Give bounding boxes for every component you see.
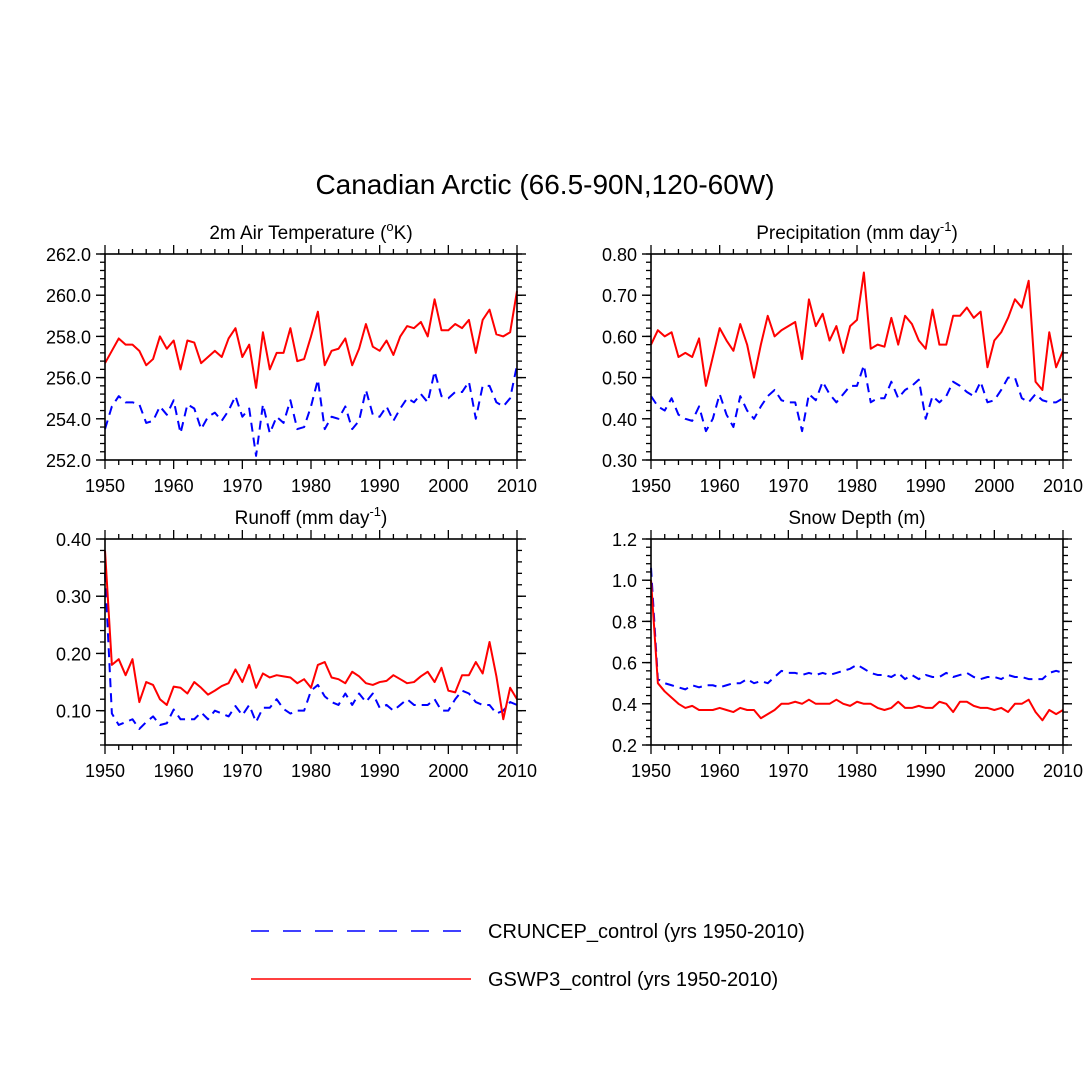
x-tick-label: 1950 — [631, 476, 671, 496]
y-tick-label: 1.2 — [612, 530, 637, 550]
series-line-cruncep — [104, 365, 518, 457]
y-tick-label: 0.4 — [612, 695, 637, 715]
y-tick-label: 0.30 — [602, 451, 637, 471]
x-tick-label: 1950 — [85, 476, 125, 496]
y-tick-label: 0.20 — [56, 644, 91, 664]
y-tick-label: 0.8 — [612, 612, 637, 632]
x-tick-label: 1990 — [906, 761, 946, 781]
series-line-gswp3 — [104, 550, 518, 721]
series-line-gswp3 — [650, 580, 1064, 722]
series-line-gswp3 — [104, 290, 518, 389]
panel-title: Snow Depth (m) — [788, 508, 925, 529]
x-tick-label: 1980 — [291, 761, 331, 781]
panel-temp: 1950 1960 1970 1980 1990 2000 2010 252.0 254.0 25… — [46, 219, 537, 496]
panel-title: 2m Air Temperature (oK) — [209, 219, 412, 244]
y-tick-label: 0.40 — [56, 530, 91, 550]
y-tick-label: 256.0 — [46, 369, 91, 389]
series-line-cruncep — [104, 573, 518, 730]
y-tick-label: 0.50 — [602, 369, 637, 389]
series-line-cruncep — [650, 567, 1064, 691]
series-line-cruncep — [650, 364, 1064, 433]
plot-frame — [104, 538, 518, 746]
figure-title: Canadian Arctic (66.5-90N,120-60W) — [315, 169, 774, 200]
x-tick-label: 1950 — [631, 761, 671, 781]
x-tick-label: 1970 — [768, 476, 808, 496]
y-tick-label: 0.60 — [602, 327, 637, 347]
x-tick-label: 1970 — [222, 761, 262, 781]
legend: CRUNCEP_control (yrs 1950-2010) GSWP3_co… — [251, 921, 805, 991]
y-tick-label: 0.70 — [602, 286, 637, 306]
x-tick-label: 2010 — [1043, 476, 1083, 496]
y-tick-label: 0.10 — [56, 702, 91, 722]
x-tick-label: 1960 — [700, 476, 740, 496]
panel-runoff: 1950 1960 1970 1980 1990 2000 2010 0.10 0.20 0.30… — [56, 504, 537, 781]
x-tick-label: 2000 — [428, 761, 468, 781]
x-tick-label: 1990 — [360, 761, 400, 781]
y-tick-label: 258.0 — [46, 327, 91, 347]
x-tick-label: 2010 — [497, 476, 537, 496]
y-tick-label: 262.0 — [46, 245, 91, 265]
x-tick-label: 2000 — [974, 761, 1014, 781]
y-tick-label: 260.0 — [46, 286, 91, 306]
y-tick-label: 254.0 — [46, 410, 91, 430]
x-tick-label: 1960 — [700, 761, 740, 781]
plot-frame — [650, 538, 1064, 746]
plot-frame — [104, 253, 518, 461]
panels: 1950 1960 1970 1980 1990 2000 2010 252.0 254.0 25… — [46, 219, 1083, 781]
x-tick-label: 1980 — [291, 476, 331, 496]
x-tick-label: 2000 — [428, 476, 468, 496]
panel-title: Runoff (mm day-1) — [235, 504, 388, 529]
y-tick-label: 0.2 — [612, 736, 637, 756]
y-tick-label: 0.40 — [602, 410, 637, 430]
y-tick-label: 1.0 — [612, 571, 637, 591]
legend-label-gswp3: GSWP3_control (yrs 1950-2010) — [488, 969, 778, 991]
y-tick-label: 0.80 — [602, 245, 637, 265]
x-tick-label: 1980 — [837, 476, 877, 496]
legend-label-cruncep: CRUNCEP_control (yrs 1950-2010) — [488, 921, 805, 943]
x-tick-label: 1950 — [85, 761, 125, 781]
x-tick-label: 1970 — [768, 761, 808, 781]
panel-precip: 1950 1960 1970 1980 1990 2000 2010 0.30 0.40 0.50… — [602, 219, 1083, 496]
x-tick-label: 1960 — [154, 761, 194, 781]
y-tick-label: 0.6 — [612, 654, 637, 674]
panel-title: Precipitation (mm day-1) — [756, 219, 958, 244]
x-tick-label: 2010 — [497, 761, 537, 781]
series-line-gswp3 — [650, 271, 1064, 391]
x-tick-label: 1960 — [154, 476, 194, 496]
x-tick-label: 2000 — [974, 476, 1014, 496]
y-tick-label: 252.0 — [46, 451, 91, 471]
x-tick-label: 2010 — [1043, 761, 1083, 781]
x-tick-label: 1980 — [837, 761, 877, 781]
x-tick-label: 1990 — [906, 476, 946, 496]
panel-snow: 1950 1960 1970 1980 1990 2000 2010 0.2 0.4 0.6 0.8… — [612, 508, 1083, 781]
y-tick-label: 0.30 — [56, 587, 91, 607]
x-tick-label: 1970 — [222, 476, 262, 496]
x-tick-label: 1990 — [360, 476, 400, 496]
